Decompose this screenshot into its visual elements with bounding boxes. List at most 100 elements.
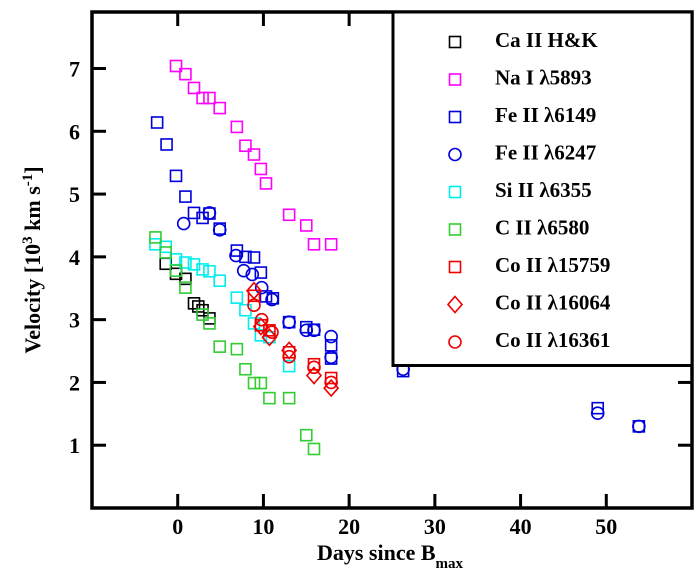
point [149,231,162,244]
point [239,139,252,153]
point [307,442,321,456]
legend-label: C II λ6580 [495,215,589,239]
point [265,292,279,307]
point [159,246,173,259]
point [307,238,321,251]
point [196,263,209,276]
point [230,120,244,134]
legend-marker [448,260,462,274]
legend-label: Fe II λ6247 [495,140,596,164]
x-tick-label: 30 [424,514,446,539]
x-tick-label: 10 [252,514,274,539]
point [632,419,646,434]
legend-label: Si II λ6355 [495,178,592,202]
legend-marker [448,335,462,349]
legend-frame [391,10,694,367]
point [281,341,298,360]
legend-label: Ca II H&K [495,28,598,52]
legend-marker [448,110,462,124]
legend-label: Fe II λ6149 [495,103,596,127]
y-tick-label: 6 [69,119,80,144]
point [187,81,201,95]
point [324,238,338,251]
point [254,376,268,390]
point [229,248,243,263]
legend: Ca II H&K Na I λ5893 Fe II λ6149 Fe II λ624… [391,10,694,367]
point [160,138,173,151]
point [247,376,261,390]
legend-marker [448,73,462,86]
x-tick-label: 40 [510,514,532,539]
point [196,211,209,225]
point [196,308,209,321]
legend-marker [448,223,462,236]
point [179,190,192,203]
point [324,375,338,390]
legend-label: Co II λ16361 [495,328,610,352]
point [259,177,273,190]
y-axis-label: Velocity [103 km s-1] [20,166,45,353]
point [254,280,269,295]
point [305,366,323,385]
point [261,328,278,347]
legend-marker [448,185,462,199]
point [179,67,192,81]
point [263,391,276,405]
point [150,116,164,129]
point [169,264,183,277]
point [307,360,321,375]
point [212,223,227,237]
legend-label: Co II λ15759 [495,253,610,277]
point [169,59,183,73]
point [159,257,173,271]
x-axis-label: Days since Bmax [317,540,464,572]
legend-marker [448,35,462,49]
point [247,289,261,303]
point [282,315,296,329]
point [176,216,191,231]
y-tick-label: 2 [69,370,80,395]
point [307,323,321,338]
point [149,238,162,251]
point [213,101,227,115]
point [282,391,296,405]
point [179,256,192,269]
point [187,297,201,310]
point [247,298,261,313]
legend-marker [448,147,462,162]
point [247,251,261,264]
point [282,208,296,222]
legend-label: Na I λ5893 [495,65,592,89]
y-tick-label: 3 [69,308,80,333]
point [239,250,252,264]
point [203,265,216,278]
point [245,267,260,282]
point [191,300,205,313]
point [213,274,227,288]
point [299,428,313,442]
y-tick-label: 4 [69,245,80,270]
point [282,359,296,373]
point [230,342,244,356]
point [239,362,252,376]
point [299,219,313,232]
point [196,91,209,105]
y-tick-label: 1 [69,433,80,458]
point [299,323,314,338]
point [202,206,217,220]
point [324,329,338,344]
point [247,148,261,161]
point [254,312,269,327]
x-tick-label: 20 [338,514,360,539]
point [213,340,227,353]
y-tick-label: 7 [69,57,80,82]
point [324,350,338,365]
x-tick-label: 50 [595,514,617,539]
point [179,281,192,294]
x-tick-label: 0 [172,514,183,539]
point [324,371,338,385]
point [254,162,268,176]
point [230,291,244,304]
point [590,406,605,420]
